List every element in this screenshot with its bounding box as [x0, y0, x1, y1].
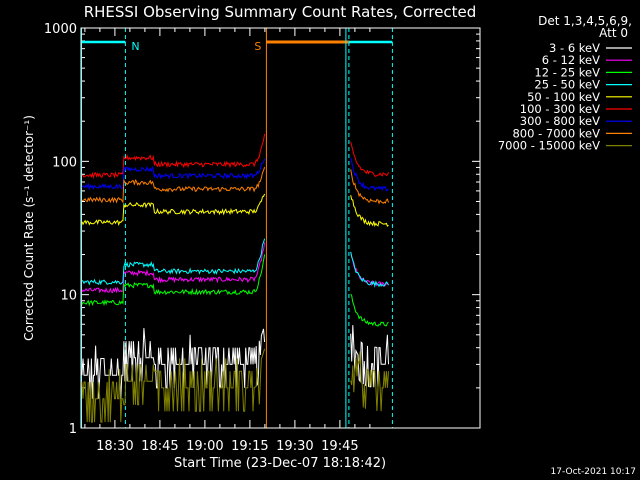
- time-flag-label-0: N: [131, 40, 139, 53]
- y-tick-label-3: 1000: [44, 22, 77, 37]
- legend-header-line-2: Att 0: [599, 26, 628, 40]
- series-line-0-before: [81, 328, 266, 399]
- legend-label-4: 50 - 100 keV: [527, 90, 600, 104]
- series-line-2-after: [350, 293, 389, 327]
- series-line-3-before: [81, 238, 266, 286]
- legend-label-0: 3 - 6 keV: [549, 41, 600, 55]
- legend-label-5: 100 - 300 keV: [520, 102, 600, 116]
- series-line-0-after: [350, 325, 389, 388]
- series-line-8-after: [350, 351, 389, 412]
- legend-label-8: 7000 - 15000 keV: [498, 139, 600, 153]
- series-2: [81, 254, 389, 327]
- time-flag-label-1: S: [254, 40, 261, 53]
- y-tick-label-0: 1: [69, 422, 77, 437]
- series-line-4-before: [81, 193, 266, 227]
- legend-label-3: 25 - 50 keV: [534, 78, 600, 92]
- series-line-6-after: [350, 157, 389, 192]
- series-6: [81, 157, 389, 192]
- series-3: [81, 238, 389, 288]
- series-line-3-after: [350, 251, 389, 288]
- footer-date: 17-Oct-2021 10:17: [551, 467, 636, 477]
- series-line-4-after: [350, 195, 389, 227]
- x-tick-label-3: 19:15: [231, 439, 268, 454]
- legend-label-7: 800 - 7000 keV: [512, 126, 600, 140]
- series-line-1-after: [350, 251, 389, 288]
- series-line-5-before: [81, 133, 266, 180]
- legend-label-1: 6 - 12 keV: [542, 53, 600, 67]
- series-line-1-before: [81, 242, 266, 294]
- x-tick-labels: 18:30 18:45 19:00 19:15 19:30 19:45: [96, 439, 358, 454]
- series-line-5-after: [350, 141, 389, 177]
- y-axis-label: Corrected Count Rate (s⁻¹ detector⁻¹): [22, 115, 36, 341]
- series-line-6-before: [81, 158, 266, 191]
- legend-label-6: 300 - 800 keV: [520, 114, 600, 128]
- chart-title: RHESSI Observing Summary Count Rates, Co…: [84, 3, 477, 21]
- series-line-8-before: [81, 348, 266, 423]
- series-line-7-before: [81, 167, 266, 204]
- series-line-7-after: [350, 169, 389, 205]
- series-5: [81, 133, 389, 180]
- series-1: [81, 242, 389, 294]
- y-tick-label-1: 10: [60, 289, 77, 304]
- series-7: [81, 167, 389, 205]
- y-tick-labels: 1 10 100 1000: [44, 22, 77, 437]
- x-tick-label-0: 18:30: [96, 439, 133, 454]
- x-tick-label-2: 19:00: [186, 439, 223, 454]
- legend-header-line-1: Det 1,3,4,5,6,9,: [538, 14, 632, 28]
- y-tick-label-2: 100: [52, 155, 77, 170]
- series-8: [81, 348, 389, 423]
- series-line-2-before: [81, 254, 266, 307]
- x-tick-label-5: 19:45: [321, 439, 358, 454]
- x-axis-label: Start Time (23-Dec-07 18:18:42): [174, 456, 386, 471]
- x-tick-label-1: 18:45: [141, 439, 178, 454]
- x-tick-label-4: 19:30: [276, 439, 313, 454]
- series-4: [81, 193, 389, 227]
- legend-label-2: 12 - 25 keV: [534, 65, 600, 79]
- plot-frame: [80, 27, 481, 429]
